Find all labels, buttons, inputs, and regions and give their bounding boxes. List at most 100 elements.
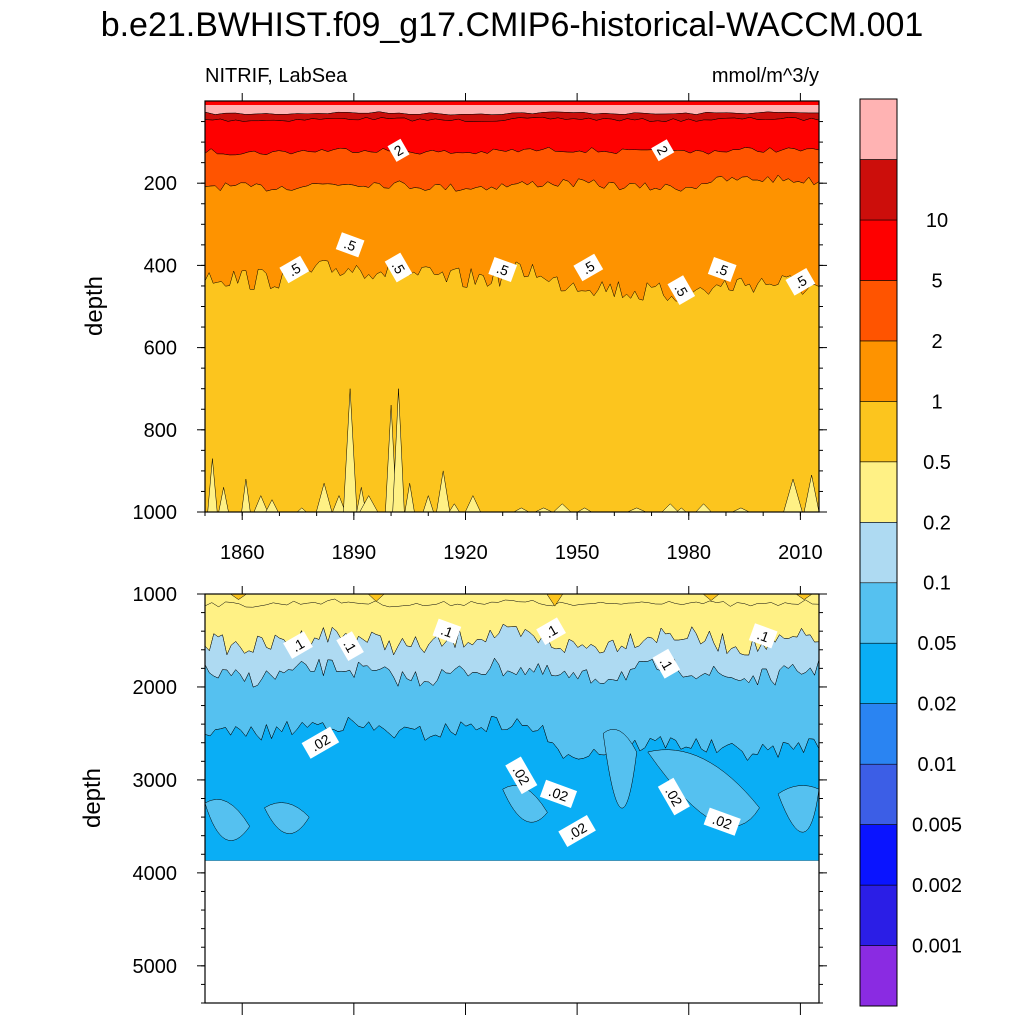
svg-text:.5: .5 xyxy=(494,260,511,279)
contour-band xyxy=(465,495,481,512)
contour-band xyxy=(367,594,385,602)
x-tick-label: 2010 xyxy=(778,542,823,564)
contour-band xyxy=(359,495,379,512)
contour-band xyxy=(205,174,819,302)
colorbar-label: 0.001 xyxy=(912,936,962,958)
y-tick-label: 600 xyxy=(144,338,177,360)
svg-text:.5: .5 xyxy=(342,235,359,254)
colorbar-swatch xyxy=(859,219,898,281)
contour-band xyxy=(702,594,720,601)
colorbar-label: 2 xyxy=(931,331,942,353)
contour-label: .02 xyxy=(703,807,741,836)
contour-band xyxy=(627,507,647,512)
svg-text:.1: .1 xyxy=(755,626,772,645)
contour-band xyxy=(230,594,247,600)
lower-contour-fill xyxy=(205,594,819,1003)
colorbar-label: 1 xyxy=(931,391,942,413)
colorbar-label: 0.5 xyxy=(923,452,951,474)
contour-band xyxy=(265,499,279,512)
contour-label: .5 xyxy=(488,256,518,283)
contour-label: .1 xyxy=(432,618,462,644)
contour-label: .5 xyxy=(279,255,310,284)
lower-panel: .1 .1 .1 .1 .1 .1 .02 .02 .02 .02 .02 .02 1000 2000 3… xyxy=(79,584,827,1015)
upper-ylabel: depth xyxy=(81,276,108,336)
svg-text:.02: .02 xyxy=(710,811,734,833)
contour-label: .02 xyxy=(558,814,596,848)
contour-band xyxy=(647,749,760,827)
colorbar-swatch xyxy=(859,400,898,463)
contour-band xyxy=(332,494,346,512)
colorbar-swatch xyxy=(859,945,898,1007)
contour-label: .02 xyxy=(505,756,538,795)
upper-contour-labels: 2 2 .5 .5 .5 .5 .5 .5 .5 .5 xyxy=(279,138,816,305)
contour-label: .1 xyxy=(536,617,566,645)
colorbar-swatch xyxy=(859,461,898,523)
chart-title: b.e21.BWHIST.f09_g17.CMIP6-historical-WA… xyxy=(101,6,924,44)
svg-text:.5: .5 xyxy=(714,260,731,279)
colorbar-label: 0.1 xyxy=(923,573,951,595)
upper-panel: 2 2 .5 .5 .5 .5 .5 .5 .5 .5 1860 1890 1920 1950 1980 2… xyxy=(81,93,827,564)
colorbar-label: 0.2 xyxy=(923,512,951,534)
svg-text:.1: .1 xyxy=(439,622,456,641)
contour-band xyxy=(676,507,687,512)
contour-band xyxy=(253,494,268,512)
x-tick-label: 1950 xyxy=(555,542,600,564)
lower-contour-labels: .1 .1 .1 .1 .1 .1 .02 .02 .02 .02 .02 .02 xyxy=(283,617,778,848)
colorbar-label: 5 xyxy=(931,270,942,292)
colorbar-label: 10 xyxy=(926,210,948,232)
contour-label: .1 xyxy=(652,648,681,679)
chart-subtitle-left: NITRIF, LabSea xyxy=(205,65,348,87)
lower-ylabel: depth xyxy=(79,768,106,828)
y-tick-label: 5000 xyxy=(133,956,178,978)
contour-band xyxy=(404,483,415,512)
y-tick-label: 200 xyxy=(144,173,177,195)
colorbar-label: 0.002 xyxy=(912,875,962,897)
y-tick-label: 1000 xyxy=(133,502,178,524)
colorbar-label: 0.005 xyxy=(912,815,962,837)
contour-label: .5 xyxy=(573,253,604,282)
colorbar-swatch xyxy=(859,340,898,402)
contour-label: .5 xyxy=(384,252,413,283)
contour-band xyxy=(296,507,307,512)
y-tick-label: 400 xyxy=(144,255,177,277)
contour-band xyxy=(218,487,229,512)
contour-band xyxy=(661,503,679,512)
colorbar-swatch xyxy=(859,884,898,946)
colorbar-swatch xyxy=(859,642,898,705)
contour-label: .5 xyxy=(785,268,816,296)
contour-band xyxy=(795,594,813,600)
y-tick-label: 4000 xyxy=(133,863,178,885)
contour-band xyxy=(577,507,592,512)
contour-band xyxy=(205,594,819,608)
contour-label: .02 xyxy=(539,779,578,809)
x-tick-label: 1920 xyxy=(443,542,488,564)
contour-label: .5 xyxy=(707,256,737,283)
contour-band xyxy=(205,101,819,105)
contour-band xyxy=(546,594,564,607)
contour-label: .02 xyxy=(301,726,340,759)
contour-band xyxy=(803,474,819,512)
contour-band xyxy=(695,503,712,512)
x-tick-label: 1980 xyxy=(667,542,712,564)
contour-band xyxy=(205,101,819,116)
colorbar-frame xyxy=(859,98,898,1007)
colorbar-swatch xyxy=(859,98,898,160)
contour-band xyxy=(602,729,637,809)
colorbar-swatch xyxy=(859,280,898,342)
colorbar-swatch xyxy=(859,703,898,765)
x-tick-label: 1890 xyxy=(332,542,377,564)
colorbar: 0.001 0.002 0.005 0.01 0.02 0.05 0.1 0.2 0.5 1 2 5 1… xyxy=(859,98,962,1007)
contour-band xyxy=(241,479,251,512)
contour-band xyxy=(316,482,333,512)
contour-band xyxy=(534,507,553,512)
colorbar-swatch xyxy=(859,824,898,886)
contour-band xyxy=(502,785,548,823)
contour-band xyxy=(205,799,250,841)
contour-band xyxy=(783,478,803,512)
contour-band xyxy=(392,388,405,512)
x-tick-label: 1860 xyxy=(220,542,265,564)
y-tick-label: 800 xyxy=(144,420,177,442)
lower-axes: 1000 2000 3000 4000 5000 xyxy=(133,584,827,1015)
upper-contour-fill xyxy=(205,101,819,512)
